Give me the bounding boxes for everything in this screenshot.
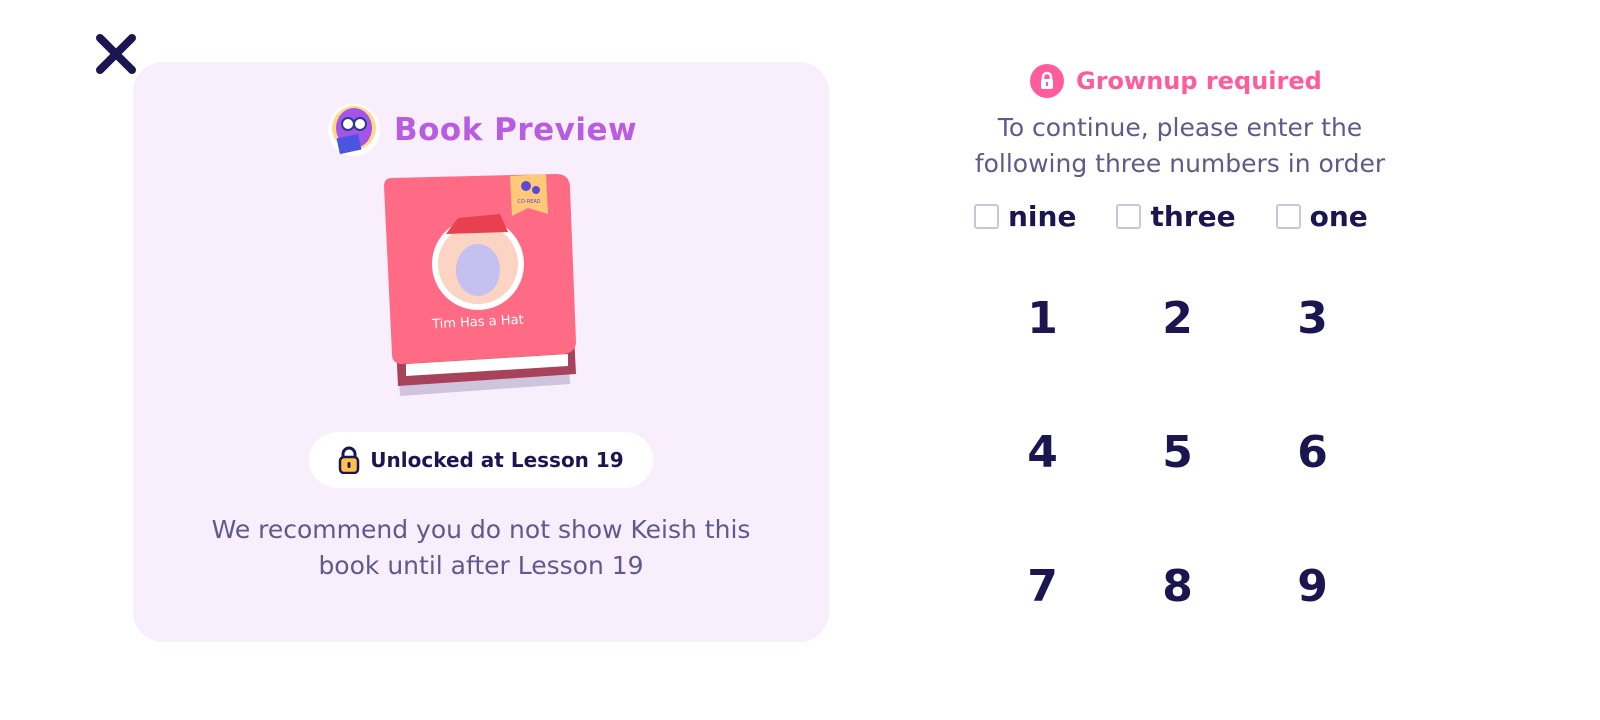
recommendation-line-2: book until after Lesson 19 <box>318 551 644 580</box>
grownup-required-heading: Grownup required <box>1030 64 1322 98</box>
unlock-badge: Unlocked at Lesson 19 <box>309 432 653 488</box>
key-6[interactable]: 6 <box>1297 426 1328 478</box>
target-number: three <box>1116 200 1236 233</box>
target-numbers: nine three one <box>974 200 1368 233</box>
key-5[interactable]: 5 <box>1162 426 1193 478</box>
grownup-heading-text: Grownup required <box>1076 67 1322 95</box>
checkbox-unchecked <box>1275 204 1301 229</box>
preview-header: Book Preview <box>328 104 637 156</box>
target-label: one <box>1309 200 1368 233</box>
unlock-label: Unlocked at Lesson 19 <box>370 448 624 472</box>
checkbox-unchecked <box>1116 204 1142 229</box>
target-number: one <box>1275 200 1368 233</box>
target-label: nine <box>1008 200 1077 233</box>
close-button[interactable] <box>92 30 140 78</box>
book-title-text: Tim Has a Hat <box>431 313 524 333</box>
recommendation-line-1: We recommend you do not show Keish this <box>211 515 751 544</box>
key-3[interactable]: 3 <box>1297 292 1328 344</box>
key-7[interactable]: 7 <box>1027 560 1058 612</box>
key-4[interactable]: 4 <box>1027 426 1058 478</box>
target-number: nine <box>974 200 1076 233</box>
book-preview-panel: Book Preview Tim Has a Hat CO-READ Unloc… <box>133 62 829 642</box>
key-9[interactable]: 9 <box>1297 560 1328 612</box>
close-icon <box>96 34 136 74</box>
number-keypad: 1 2 3 4 5 6 7 8 9 <box>975 278 1380 680</box>
key-1[interactable]: 1 <box>1027 292 1058 344</box>
checkbox-unchecked <box>974 204 999 229</box>
key-8[interactable]: 8 <box>1162 560 1193 612</box>
lock-icon <box>1030 64 1064 98</box>
preview-title: Book Preview <box>394 112 638 148</box>
target-label: three <box>1150 200 1236 233</box>
instruction-line-2: following three numbers in order <box>974 149 1386 178</box>
book-cover: Tim Has a Hat CO-READ <box>378 174 578 413</box>
monster-reading-avatar <box>328 104 380 156</box>
key-2[interactable]: 2 <box>1162 292 1193 344</box>
co-read-badge-text: CO-READ <box>517 199 540 205</box>
padlock-icon <box>339 446 360 474</box>
recommendation-text: We recommend you do not show Keish this … <box>133 512 829 584</box>
instruction-text: To continue, please enter the following … <box>920 110 1440 182</box>
instruction-line-1: To continue, please enter the <box>997 113 1363 142</box>
